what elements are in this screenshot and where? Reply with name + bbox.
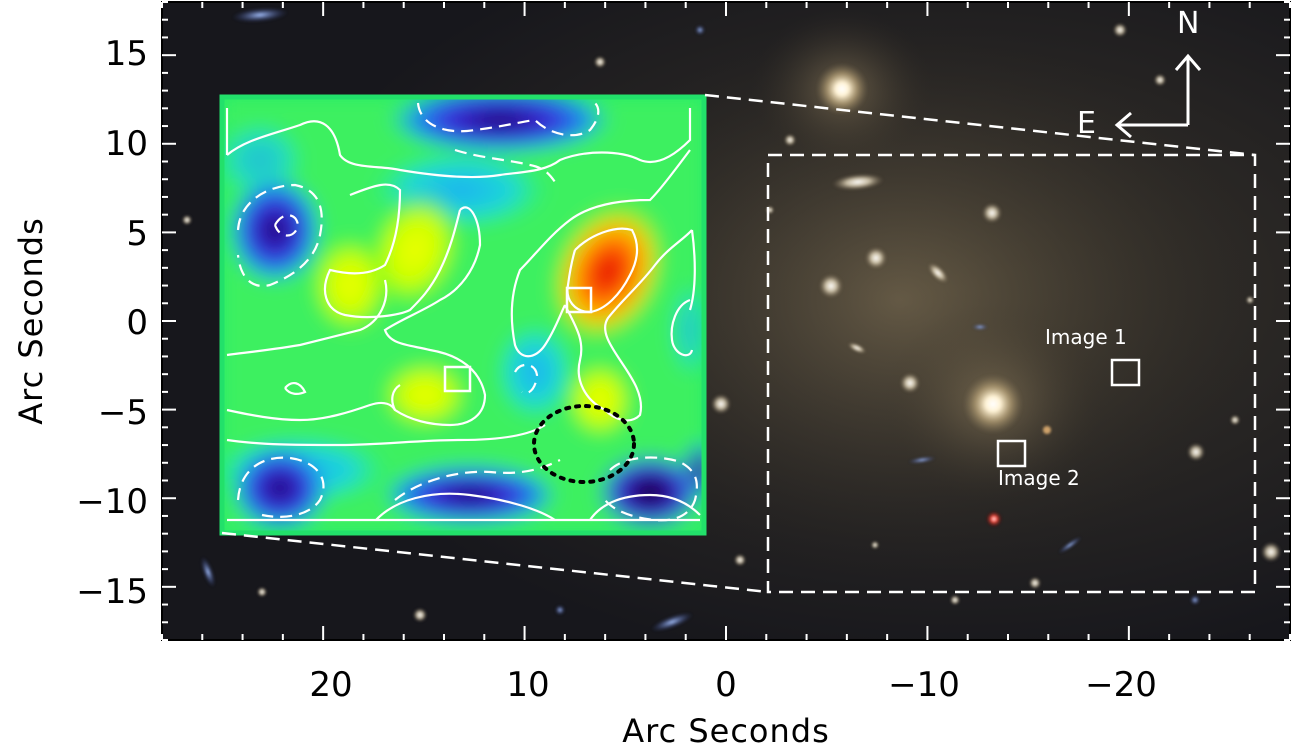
x-axis-tick-labels: 20 10 0 −10 −20: [309, 665, 1157, 705]
y-tick-label: 10: [105, 124, 148, 164]
contours-dashed: [236, 102, 698, 522]
y-tick-label: 0: [126, 303, 148, 343]
field-box: [766, 153, 1257, 594]
compass: [1114, 53, 1202, 139]
image-2-box: [996, 439, 1027, 468]
y-tick-label: 15: [105, 34, 148, 74]
dotted-ellipse: [532, 404, 636, 484]
y-axis-tick-labels: 15 10 5 0 −5 −10 −15: [76, 34, 148, 612]
y-tick-label: −15: [76, 572, 148, 612]
contours-solid: [225, 108, 701, 522]
zoom-overlay: [221, 93, 1257, 594]
image-1-label: Image 1: [1045, 325, 1127, 349]
galaxy-cluster: [182, 7, 1281, 632]
y-tick-label: −10: [76, 482, 148, 522]
x-tick-label: 20: [309, 665, 352, 705]
compass-east-label: E: [1077, 106, 1096, 141]
y-axis-title: Arc Seconds: [12, 217, 50, 425]
inset-border: [219, 94, 707, 536]
x-tick-label: −10: [888, 665, 960, 705]
axis-ticks: [161, 1, 1291, 641]
x-axis-title: Arc Seconds: [622, 712, 830, 750]
compass-north-label: N: [1177, 6, 1199, 41]
image-box-map-1: [565, 286, 593, 314]
residual-map: [219, 94, 707, 536]
image-box-map-2: [443, 365, 472, 393]
x-tick-label: −20: [1085, 665, 1157, 705]
x-tick-label: 0: [715, 665, 737, 705]
image-2-label: Image 2: [998, 466, 1080, 490]
y-tick-label: 5: [126, 214, 148, 254]
image-1-box: [1110, 358, 1141, 387]
sky-image: Image 1 Image 2 N E: [162, 2, 1290, 640]
y-tick-label: −5: [98, 393, 148, 433]
x-tick-label: 10: [506, 665, 549, 705]
